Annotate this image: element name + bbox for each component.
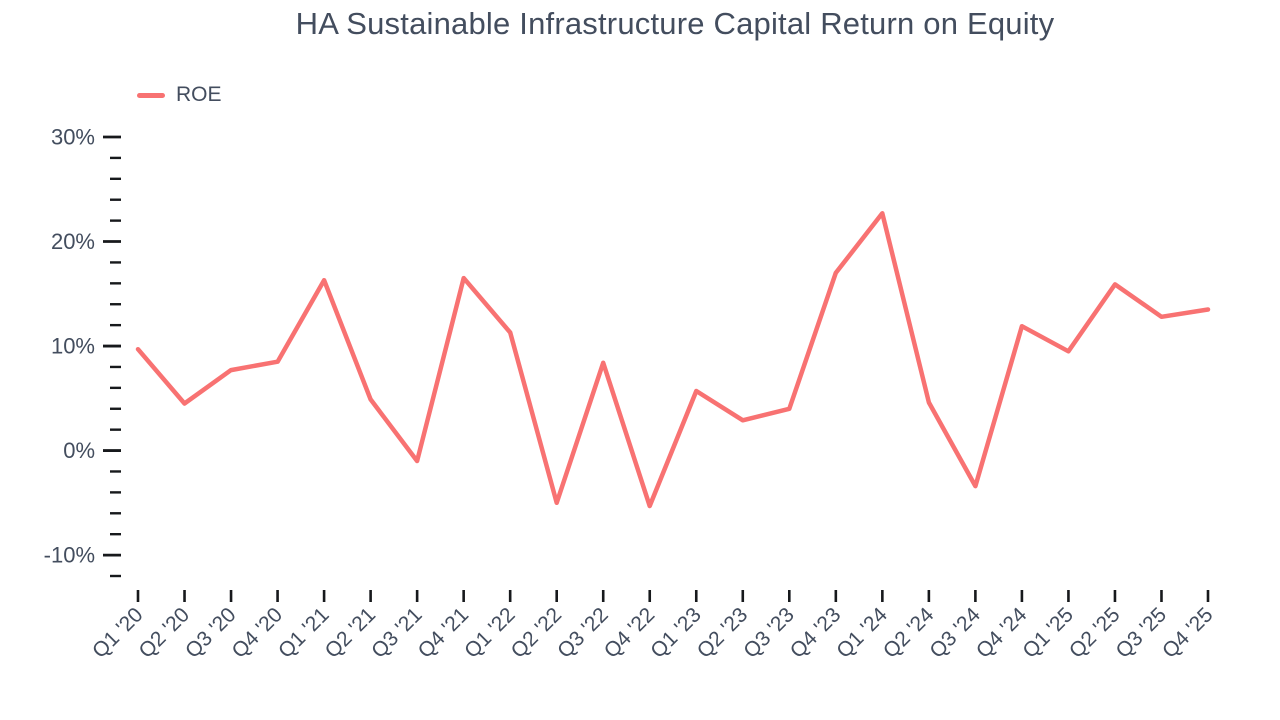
x-tick-label: Q2 '20 [135,603,195,663]
y-tick-label: 0% [63,438,95,463]
x-tick-label: Q4 '22 [600,603,660,663]
x-tick-label: Q3 '22 [553,603,613,663]
legend: ROE [137,83,222,107]
chart-title: HA Sustainable Infrastructure Capital Re… [295,6,1055,41]
x-tick-label: Q2 '23 [693,603,753,663]
x-tick-label: Q2 '25 [1065,603,1125,663]
x-tick-label: Q2 '21 [321,603,381,663]
x-tick-label: Q3 '20 [181,603,241,663]
x-tick-label: Q4 '23 [786,603,846,663]
x-tick-label: Q2 '24 [879,603,939,663]
x-tick-label: Q2 '22 [507,603,567,663]
y-tick-label: -10% [44,543,95,568]
x-tick-label: Q3 '25 [1111,603,1171,663]
y-tick-label: 30% [51,125,95,150]
x-tick-label: Q1 '24 [832,603,892,663]
legend-label: ROE [176,83,222,106]
x-tick-label: Q4 '24 [972,603,1032,663]
y-tick-label: 10% [51,334,95,359]
x-tick-label: Q1 '20 [88,603,148,663]
x-tick-label: Q1 '22 [460,603,520,663]
x-tick-label: Q1 '23 [646,603,706,663]
x-tick-label: Q3 '24 [925,603,985,663]
x-tick-label: Q4 '21 [414,603,474,663]
x-tick-label: Q1 '21 [274,603,334,663]
x-tick-label: Q3 '21 [367,603,427,663]
y-tick-label: 20% [51,229,95,254]
x-tick-label: Q4 '20 [228,603,288,663]
legend-line-swatch [137,92,165,98]
y-axis: 30% 20% 10% 0% -10% [44,125,121,578]
x-tick-label: Q1 '25 [1018,603,1078,663]
x-tick-label: Q4 '25 [1158,603,1218,663]
x-tick-label: Q3 '23 [739,603,799,663]
roe-line [135,211,1211,509]
